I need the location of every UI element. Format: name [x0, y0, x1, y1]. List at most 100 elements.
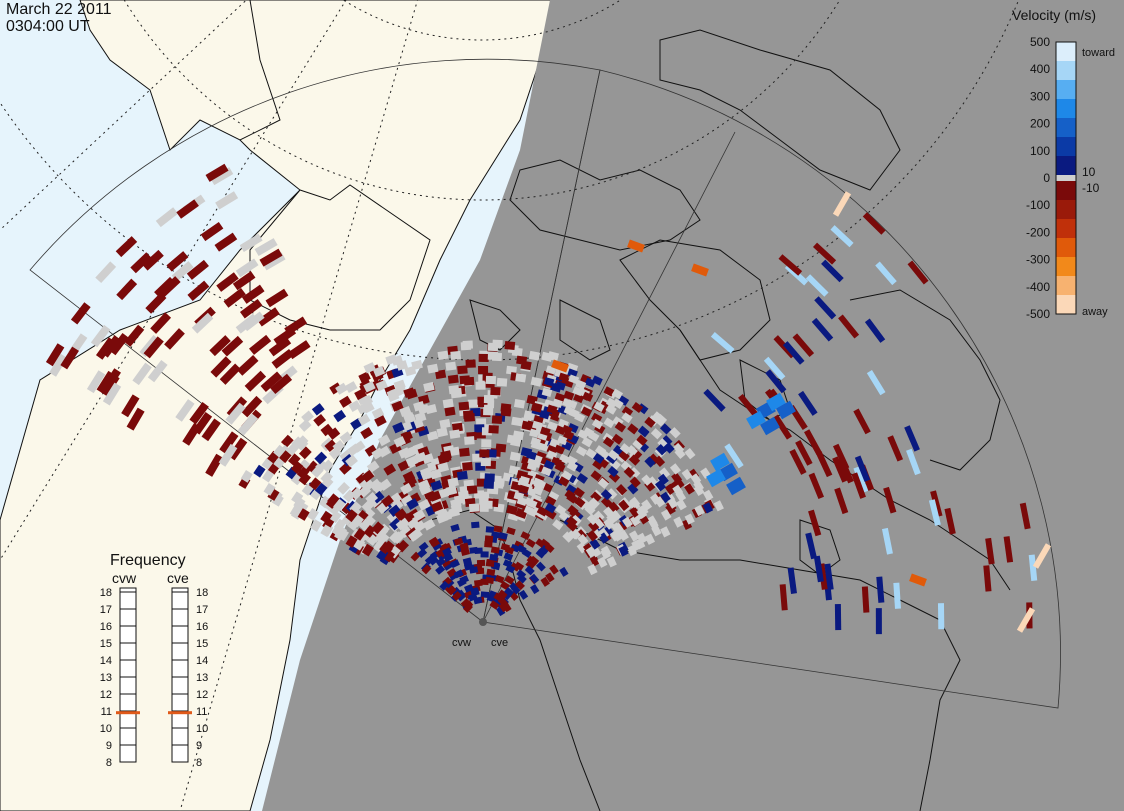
scatter-cell — [674, 447, 686, 460]
scatter-cell — [558, 476, 570, 487]
scatter-cell — [221, 335, 244, 357]
scatter-cell — [609, 530, 621, 542]
scatter-cell — [237, 413, 259, 436]
scatter-cell — [526, 498, 538, 509]
colorbar-toward-cell — [1056, 99, 1076, 119]
scatter-cell — [460, 548, 470, 556]
scatter-cell — [166, 251, 189, 272]
scatter-cell — [426, 430, 439, 442]
scatter-cell — [804, 429, 822, 455]
scatter-cell — [49, 353, 68, 377]
frequency-bar-cvw — [119, 587, 137, 763]
scatter-cell — [834, 604, 842, 631]
scatter-cell — [591, 412, 603, 424]
scatter-cell — [436, 427, 448, 438]
scatter-cell — [605, 404, 617, 415]
colorbar-toward-cell — [1056, 61, 1076, 81]
scatter-cell — [427, 363, 439, 374]
scatter-cell — [650, 428, 663, 440]
scatter-cell — [488, 425, 499, 434]
scatter-cell — [558, 372, 570, 383]
scatter-cell — [535, 561, 546, 572]
scatter-cell — [518, 484, 530, 495]
scatter-cell — [422, 518, 436, 531]
scatter-cell — [391, 531, 405, 544]
scatter-cell — [236, 354, 259, 376]
scatter-cell — [1003, 536, 1014, 563]
scatter-cell — [354, 388, 367, 401]
frequency-tick-label: 16 — [196, 621, 208, 633]
scatter-cell — [506, 527, 516, 536]
colorbar-away-cell — [1056, 181, 1076, 201]
scatter-cell — [365, 491, 379, 505]
scatter-cell — [268, 336, 292, 357]
scatter-cell — [539, 426, 551, 437]
scatter-cell — [545, 495, 557, 507]
scatter-cell — [587, 564, 598, 576]
scatter-cell — [201, 418, 221, 442]
scatter-cell — [143, 336, 164, 359]
scatter-cell — [567, 504, 579, 517]
scatter-cell — [324, 439, 338, 453]
scatter-cell — [526, 450, 537, 460]
scatter-cell — [462, 557, 472, 566]
scatter-cell — [116, 278, 138, 301]
scatter-cell — [691, 263, 709, 277]
scatter-cell — [585, 448, 597, 459]
scatter-cell — [175, 399, 195, 422]
scatter-cell — [364, 444, 378, 457]
scatter-cell — [291, 436, 304, 450]
scatter-cell — [644, 533, 656, 545]
scatter-cell — [681, 518, 693, 531]
scatter-cell — [313, 413, 327, 427]
scatter-cell — [445, 361, 457, 371]
scatter-cell — [782, 341, 805, 365]
frequency-tick-label: 8 — [106, 757, 112, 769]
scatter-cell — [576, 473, 589, 484]
scatter-cell — [320, 524, 333, 538]
scatter-cell — [159, 276, 181, 298]
scatter-cell — [1016, 607, 1036, 633]
frequency-tick-label: 12 — [196, 689, 208, 701]
scatter-cell — [632, 438, 644, 450]
scatter-cell — [566, 515, 578, 528]
scatter-cell — [567, 368, 578, 379]
scatter-cell — [543, 377, 555, 387]
scatter-cell — [909, 573, 927, 587]
scatter-cell — [516, 496, 528, 507]
scatter-cell — [490, 386, 501, 396]
scatter-cell — [593, 510, 605, 523]
scatter-cell — [776, 400, 796, 420]
radar-site-label-cve: cve — [491, 637, 508, 649]
colorbar-toward-cell — [1056, 137, 1076, 157]
scatter-cell — [482, 500, 493, 509]
scatter-cell — [142, 249, 164, 271]
scatter-cell — [636, 434, 648, 446]
frequency-tick-label: 9 — [106, 740, 112, 752]
scatter-cell — [726, 476, 746, 496]
scatter-cell — [358, 484, 372, 498]
colorbar-tick-label: 200 — [1030, 117, 1050, 131]
colorbar-tick-label: -100 — [1026, 198, 1050, 212]
scatter-cell — [393, 436, 406, 448]
scatter-cell — [514, 561, 525, 572]
scatter-cell — [520, 360, 532, 371]
scatter-cell — [437, 462, 450, 473]
scatter-cell — [824, 563, 834, 591]
scatter-cell — [462, 461, 473, 471]
scatter-cell — [547, 351, 560, 362]
scatter-cell — [562, 531, 574, 543]
scatter-cell — [374, 415, 387, 427]
scatter-cell — [520, 531, 531, 541]
scatter-cell — [787, 567, 797, 594]
scatter-cell — [419, 467, 433, 479]
scatter-cell — [648, 517, 659, 530]
scatter-cell — [540, 576, 550, 587]
scatter-cell — [297, 508, 310, 521]
scatter-cell — [904, 425, 920, 452]
scatter-cell — [439, 580, 450, 591]
scatter-cell — [435, 565, 446, 575]
scatter-cell — [392, 421, 405, 434]
scatter-cell — [619, 443, 632, 455]
scatter-cell — [387, 390, 400, 402]
